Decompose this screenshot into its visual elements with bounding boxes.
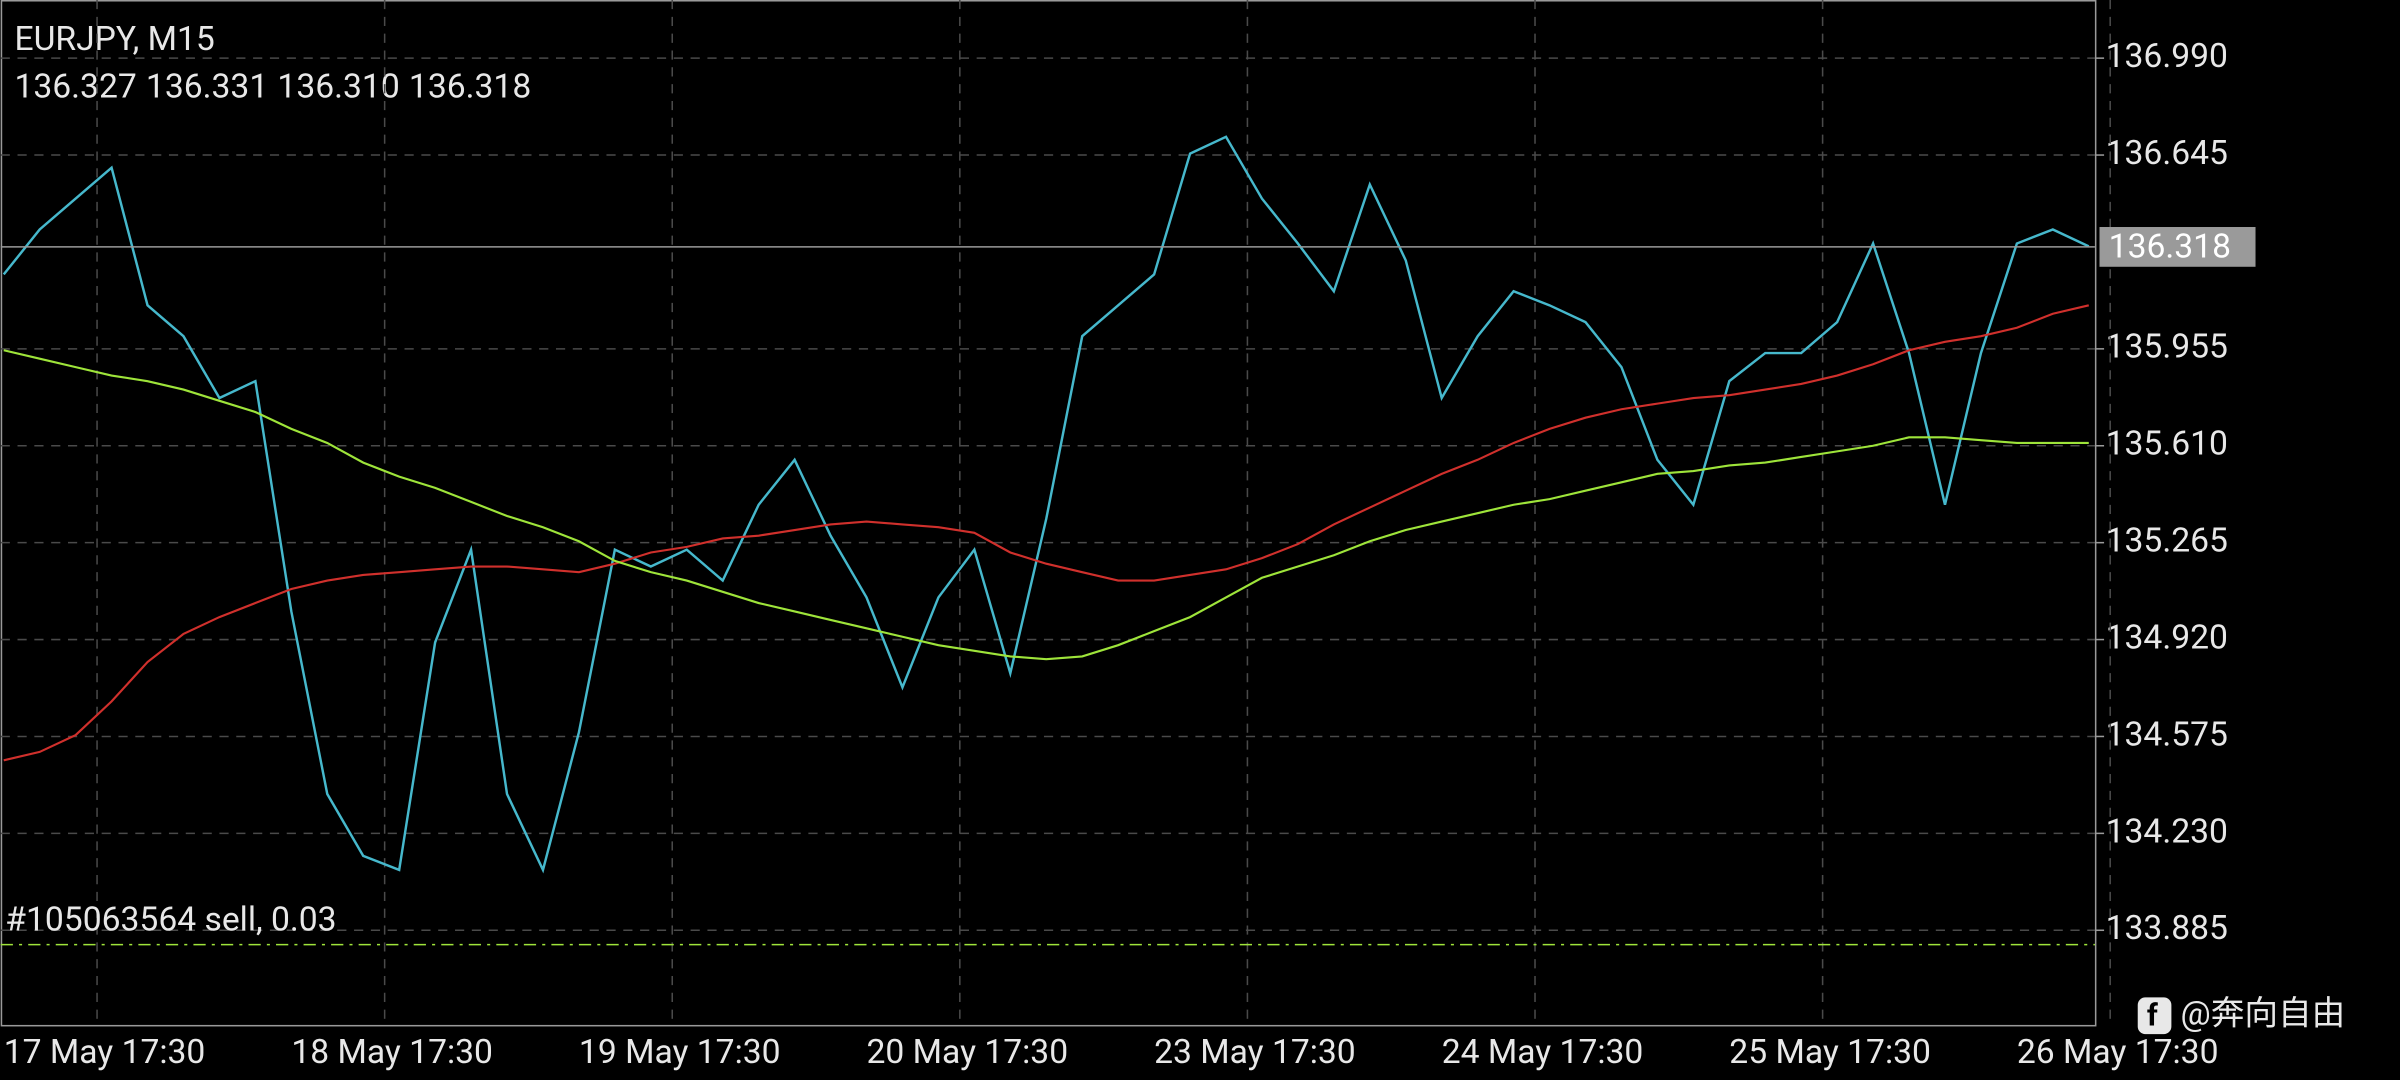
ohlc-text: 136.327 136.331 136.310 136.318	[14, 68, 531, 107]
series-line	[2, 135, 2090, 874]
current-price-box	[2099, 227, 2256, 267]
x-tick-label: 24 May 17:30	[1442, 1033, 1644, 1072]
plot-border	[0, 0, 2097, 1027]
series-line	[3, 304, 2090, 762]
watermark: @奔向自由	[2181, 995, 2346, 1034]
ohlc-value: 136.310	[277, 68, 399, 107]
x-tick-label: 18 May 17:30	[291, 1033, 493, 1072]
ohlc-value: 136.331	[146, 68, 268, 107]
x-tick-label: 25 May 17:30	[1729, 1033, 1931, 1072]
ohlc-value: 136.318	[409, 68, 531, 107]
x-tick-label: 17 May 17:30	[4, 1033, 206, 1072]
ohlc-value: 136.327	[14, 68, 136, 107]
y-tick-label: 134.920	[2106, 618, 2228, 657]
order-label: #105063564 sell, 0.03	[5, 901, 336, 940]
y-tick-label: 133.885	[2106, 909, 2228, 948]
watermark-icon	[2137, 997, 2172, 1035]
current-price-label: 136.318	[2109, 227, 2231, 266]
x-tick-label: 26 May 17:30	[2017, 1033, 2219, 1072]
y-tick-label: 135.610	[2106, 425, 2228, 464]
y-tick-label: 135.265	[2106, 522, 2228, 561]
y-tick-label: 134.575	[2106, 715, 2228, 754]
x-tick-label: 23 May 17:30	[1154, 1033, 1356, 1072]
y-tick-label: 136.990	[2106, 37, 2228, 76]
x-tick-label: 19 May 17:30	[579, 1033, 781, 1072]
series-line	[3, 349, 2089, 661]
y-tick-label: 134.230	[2106, 812, 2228, 851]
x-tick-label: 20 May 17:30	[867, 1033, 1069, 1072]
chart-title: EURJPY, M15	[14, 20, 214, 59]
ohlc-readout: 136.327 136.331 136.310 136.318	[14, 68, 531, 107]
y-tick-label: 135.955	[2106, 328, 2228, 367]
y-tick-label: 136.645	[2106, 134, 2228, 173]
watermark-icon-glyph: f	[2147, 998, 2158, 1033]
